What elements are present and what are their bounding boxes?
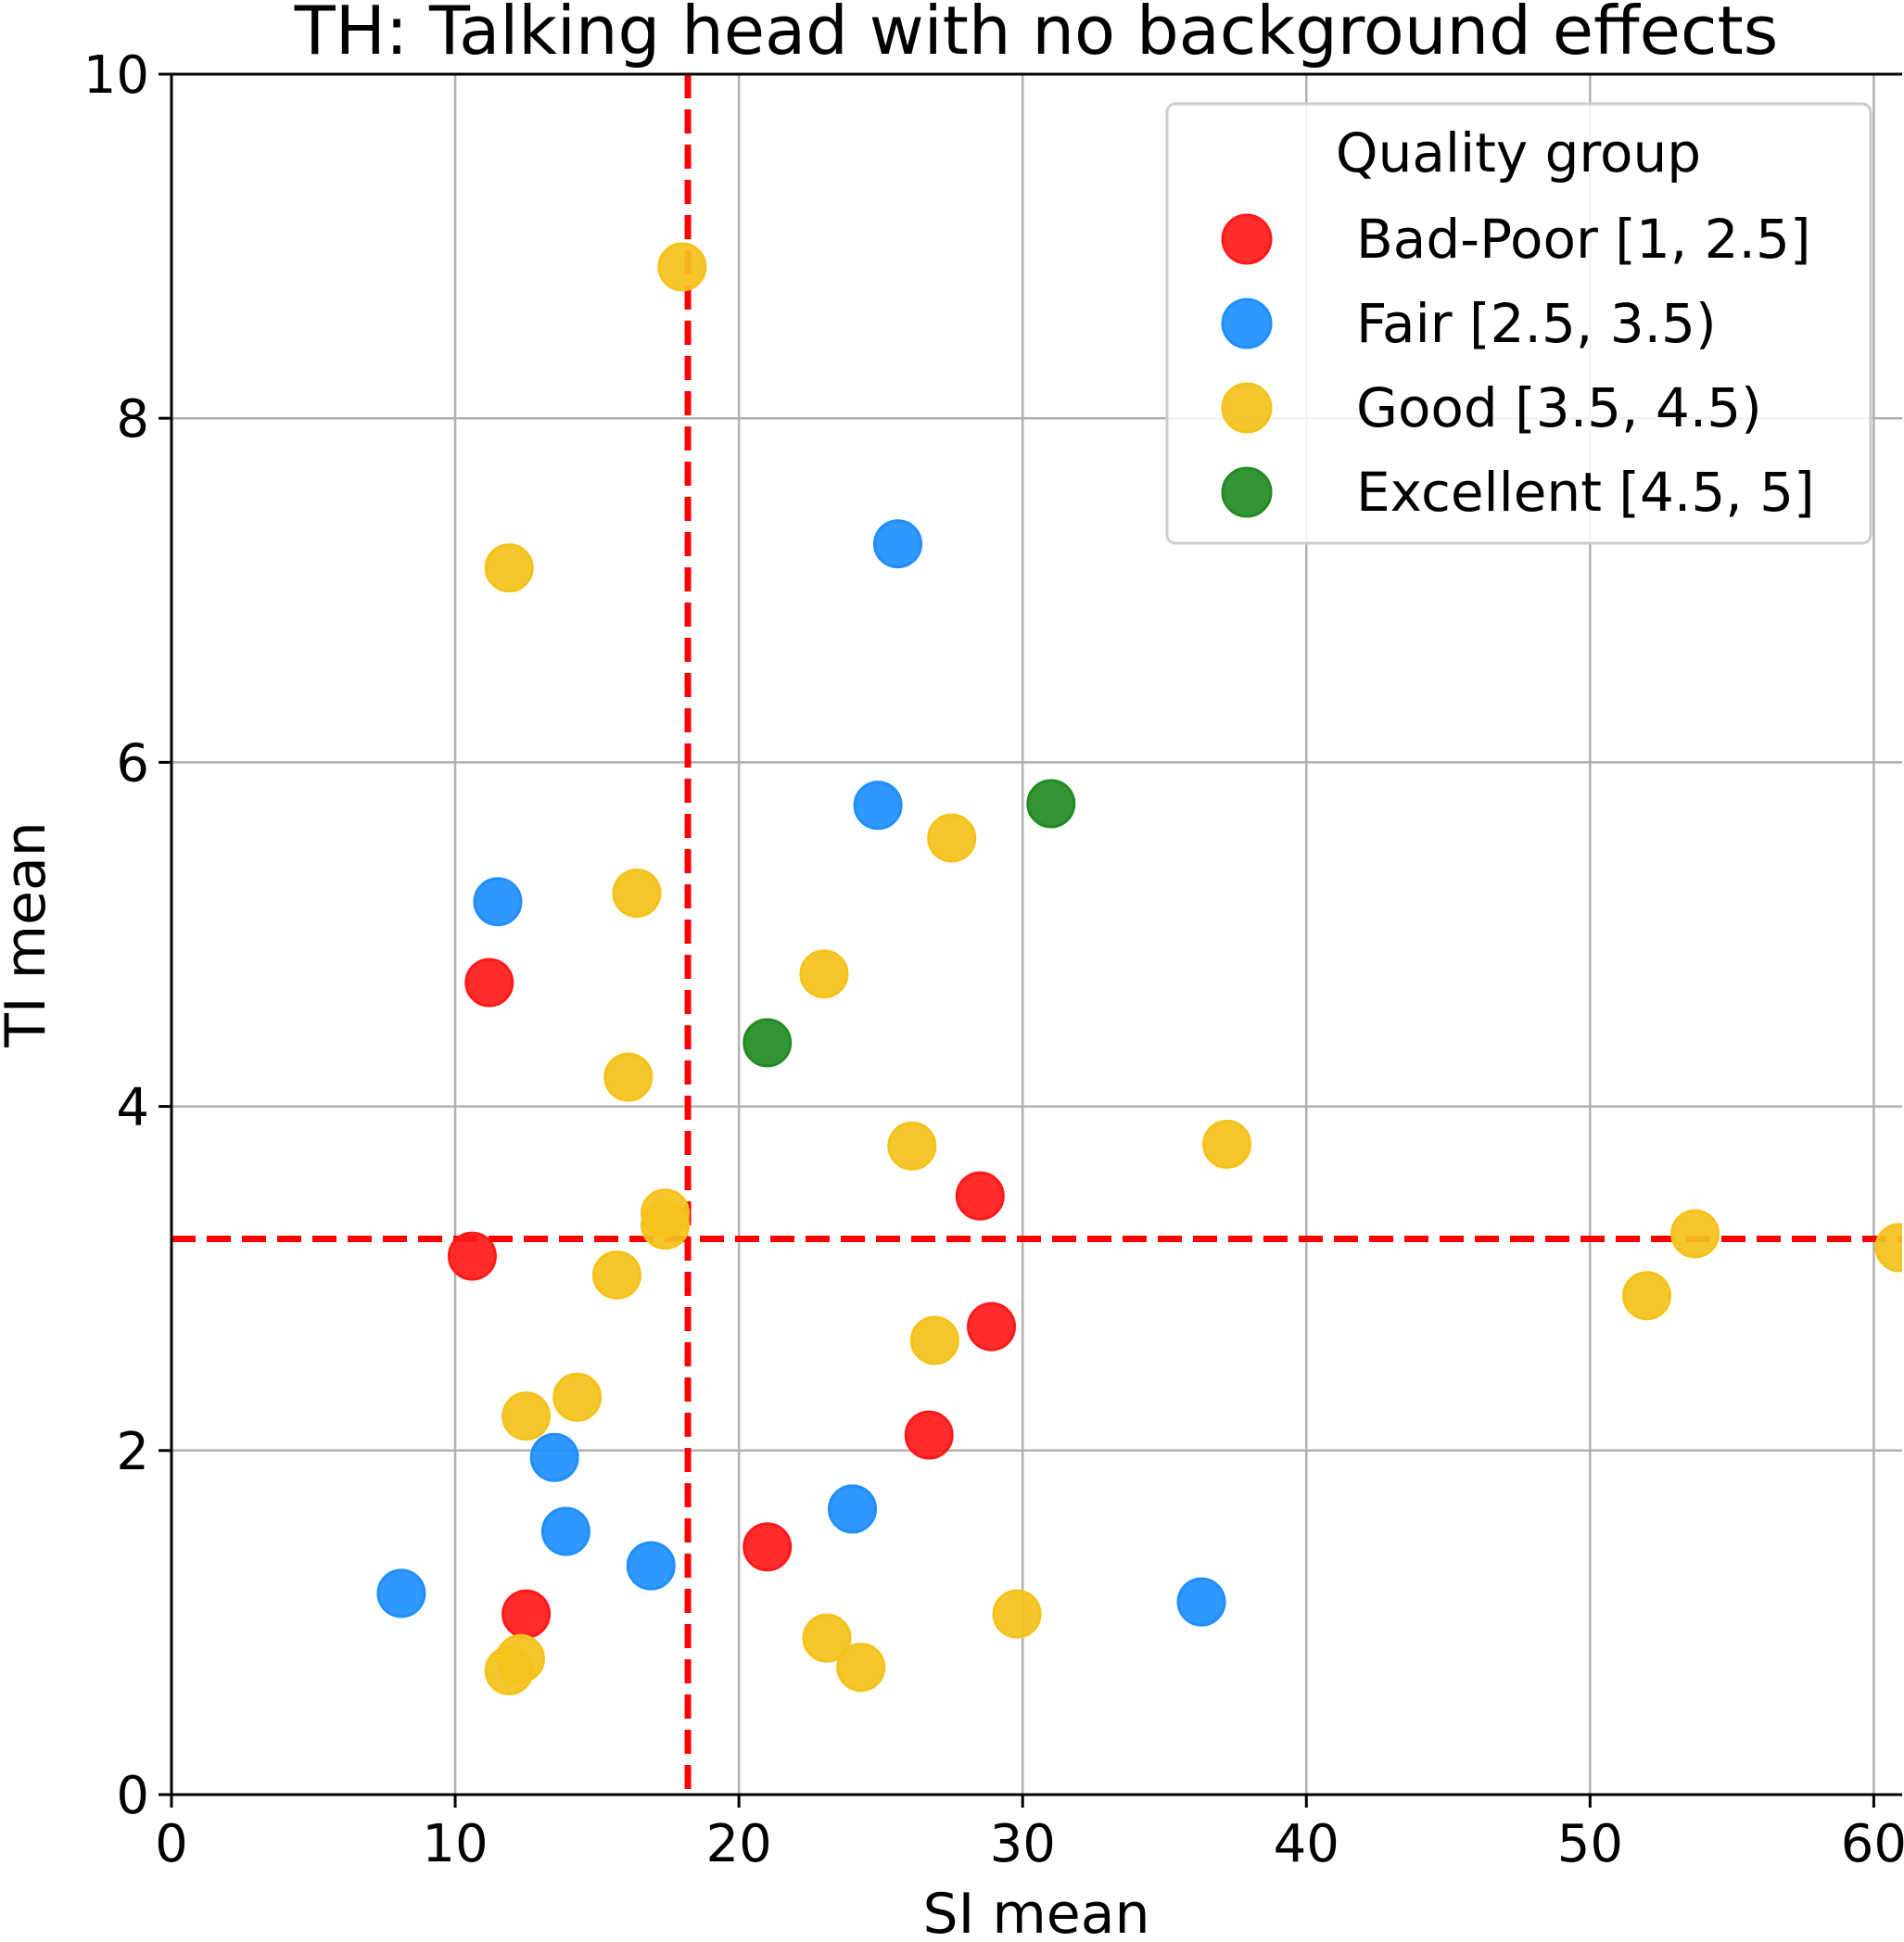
data-point-series-1 bbox=[540, 1506, 590, 1556]
legend-label: Bad-Poor [1, 2.5] bbox=[1356, 208, 1811, 271]
legend-label: Excellent [4.5, 5] bbox=[1356, 461, 1815, 524]
data-point-series-0 bbox=[501, 1589, 552, 1639]
x-tick-label: 40 bbox=[1274, 1814, 1339, 1874]
data-point-series-2 bbox=[1622, 1271, 1672, 1321]
data-point-series-2 bbox=[612, 868, 662, 918]
data-point-series-2 bbox=[799, 949, 849, 999]
data-point-series-2 bbox=[603, 1052, 654, 1102]
data-point-series-0 bbox=[447, 1231, 497, 1281]
data-point-series-2 bbox=[592, 1250, 642, 1300]
y-tick-label: 2 bbox=[116, 1422, 149, 1482]
x-tick-label: 0 bbox=[155, 1814, 188, 1874]
data-point-series-1 bbox=[376, 1568, 426, 1618]
data-point-series-2 bbox=[992, 1589, 1042, 1639]
x-tick-label: 50 bbox=[1557, 1814, 1623, 1874]
data-point-series-2 bbox=[552, 1372, 603, 1422]
data-point-series-1 bbox=[828, 1484, 878, 1534]
data-point-series-1 bbox=[853, 781, 903, 831]
y-axis-label: TI mean bbox=[0, 821, 58, 1048]
data-point-series-2 bbox=[1670, 1209, 1720, 1259]
data-point-series-2 bbox=[657, 242, 707, 292]
data-points bbox=[376, 242, 1902, 1695]
data-point-series-2 bbox=[484, 543, 534, 593]
data-point-series-0 bbox=[967, 1301, 1017, 1352]
x-tick-label: 30 bbox=[990, 1814, 1056, 1874]
data-point-series-1 bbox=[1176, 1577, 1226, 1627]
x-tick-label: 10 bbox=[422, 1814, 488, 1874]
data-point-series-2 bbox=[1874, 1223, 1902, 1273]
axis-ticks: 0 10 20 30 40 50 60 0 2 4 6 8 10 bbox=[83, 45, 1904, 1874]
x-tick-label: 60 bbox=[1841, 1814, 1904, 1874]
x-tick-label: 20 bbox=[705, 1814, 771, 1874]
legend-marker bbox=[1221, 213, 1273, 265]
data-point-series-0 bbox=[743, 1522, 793, 1572]
data-point-series-1 bbox=[626, 1541, 676, 1591]
data-point-series-2 bbox=[501, 1391, 552, 1441]
data-point-series-1 bbox=[529, 1432, 579, 1482]
data-point-series-2 bbox=[887, 1121, 937, 1171]
data-point-series-0 bbox=[955, 1171, 1005, 1221]
legend-marker bbox=[1221, 382, 1273, 434]
y-tick-label: 8 bbox=[116, 389, 149, 450]
data-point-series-2 bbox=[836, 1643, 886, 1693]
data-point-series-0 bbox=[464, 958, 514, 1008]
legend-marker bbox=[1221, 298, 1273, 349]
data-point-series-2 bbox=[641, 1200, 691, 1250]
legend-marker bbox=[1221, 466, 1273, 518]
legend-label: Fair [2.5, 3.5) bbox=[1356, 292, 1717, 355]
data-point-series-1 bbox=[873, 519, 923, 569]
data-point-series-2 bbox=[484, 1645, 534, 1695]
y-tick-label: 4 bbox=[116, 1078, 149, 1138]
data-point-series-3 bbox=[1026, 779, 1076, 829]
data-point-series-2 bbox=[927, 813, 977, 863]
data-point-series-2 bbox=[802, 1613, 852, 1663]
data-point-series-0 bbox=[904, 1410, 954, 1460]
legend-title: Quality group bbox=[1336, 121, 1701, 184]
legend: Quality group Bad-Poor [1, 2.5] Fair [2.5… bbox=[1165, 102, 1872, 545]
axes-frame bbox=[170, 72, 1902, 1796]
data-point-series-2 bbox=[1202, 1119, 1252, 1169]
x-axis-label: SI mean bbox=[922, 1882, 1149, 1942]
legend-label: Good [3.5, 4.5) bbox=[1356, 376, 1762, 439]
data-point-series-3 bbox=[743, 1018, 793, 1068]
legend-box bbox=[1165, 102, 1872, 545]
data-point-series-2 bbox=[909, 1315, 959, 1365]
data-point-series-1 bbox=[473, 877, 523, 927]
y-tick-label: 6 bbox=[116, 733, 149, 793]
chart-title: TH: Talking head with no background effe… bbox=[294, 0, 1779, 70]
y-tick-label: 10 bbox=[83, 45, 149, 106]
y-tick-label: 0 bbox=[116, 1766, 149, 1826]
